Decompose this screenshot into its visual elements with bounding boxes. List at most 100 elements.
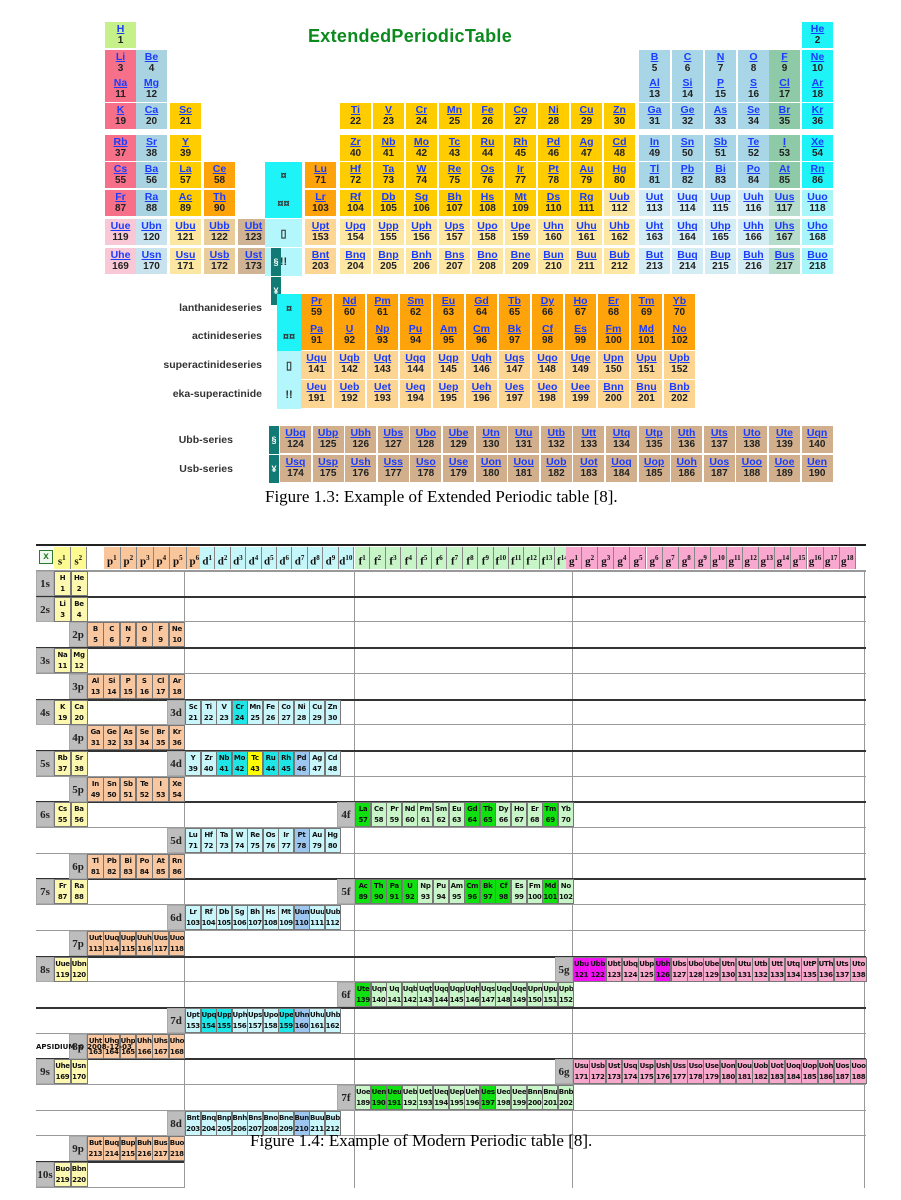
- element-cell[interactable]: Uuo 118: [802, 190, 834, 217]
- element-cell[interactable]: Db 105: [373, 190, 405, 217]
- element-cell[interactable]: Buo 218: [802, 248, 834, 275]
- element-symbol-link[interactable]: Pr: [310, 295, 323, 307]
- element-symbol-link[interactable]: Ge: [680, 104, 695, 116]
- element-symbol-link[interactable]: Be: [144, 51, 159, 63]
- element-cell[interactable]: Au 79: [571, 162, 603, 189]
- element-symbol-link[interactable]: Bnh: [411, 249, 432, 261]
- element-cell[interactable]: Uuh 116: [738, 190, 770, 217]
- element-cell[interactable]: Ues 197: [499, 380, 531, 409]
- element-cell[interactable]: Utu 131: [508, 426, 541, 454]
- element-symbol-link[interactable]: Pd: [546, 136, 561, 148]
- element-cell[interactable]: Buh 216: [738, 248, 770, 275]
- element-cell[interactable]: Bi 83: [705, 162, 737, 189]
- element-cell[interactable]: Ubq 124: [280, 426, 312, 454]
- element-cell[interactable]: Pa 91: [301, 322, 333, 351]
- element-symbol-link[interactable]: Uos: [709, 456, 730, 468]
- element-symbol-link[interactable]: Ubs: [383, 427, 404, 439]
- element-symbol-link[interactable]: Cd: [612, 136, 627, 148]
- element-cell[interactable]: Uhp 165: [705, 219, 737, 246]
- element-symbol-link[interactable]: Ubp: [317, 427, 339, 439]
- element-cell[interactable]: Uqh 146: [466, 351, 498, 380]
- element-cell[interactable]: Ho 67: [565, 294, 597, 323]
- element-symbol-link[interactable]: Usn: [141, 249, 162, 261]
- element-cell[interactable]: Bne 209: [505, 248, 537, 275]
- element-cell[interactable]: Mg 12: [136, 76, 168, 103]
- element-cell[interactable]: Bns 207: [439, 248, 471, 275]
- element-symbol-link[interactable]: Fe: [481, 104, 494, 116]
- element-symbol-link[interactable]: Zr: [350, 136, 361, 148]
- element-symbol-link[interactable]: Rf: [349, 191, 362, 203]
- element-cell[interactable]: Uob 182: [540, 455, 573, 483]
- element-symbol-link[interactable]: Uhe: [110, 249, 131, 261]
- element-cell[interactable]: Fe 26: [472, 103, 504, 130]
- element-symbol-link[interactable]: Utt: [581, 427, 597, 439]
- element-symbol-link[interactable]: Ubo: [415, 427, 437, 439]
- element-cell[interactable]: Uue 119: [105, 219, 137, 246]
- element-symbol-link[interactable]: Bns: [444, 249, 465, 261]
- element-cell[interactable]: In 49: [639, 135, 671, 162]
- element-cell[interactable]: Rf 104: [340, 190, 372, 217]
- element-symbol-link[interactable]: Uhb: [609, 220, 630, 232]
- element-cell[interactable]: Ueh 196: [466, 380, 498, 409]
- element-cell[interactable]: Lu 71: [305, 162, 337, 189]
- element-symbol-link[interactable]: Uhu: [576, 220, 597, 232]
- element-symbol-link[interactable]: Usq: [285, 456, 306, 468]
- element-cell[interactable]: Uoo 188: [736, 455, 769, 483]
- element-symbol-link[interactable]: Upp: [378, 220, 399, 232]
- element-cell[interactable]: Ca 20: [136, 103, 168, 130]
- element-cell[interactable]: Nb 41: [373, 135, 405, 162]
- element-cell[interactable]: Uqn 140: [801, 426, 834, 454]
- element-symbol-link[interactable]: K: [116, 104, 125, 116]
- element-cell[interactable]: Bup 215: [705, 248, 737, 275]
- element-symbol-link[interactable]: Ta: [382, 163, 395, 175]
- element-symbol-link[interactable]: Ir: [516, 163, 524, 175]
- element-symbol-link[interactable]: Bub: [609, 249, 630, 261]
- element-cell[interactable]: Bnu 201: [631, 380, 663, 409]
- element-symbol-link[interactable]: Bnq: [345, 249, 366, 261]
- element-symbol-link[interactable]: Uht: [645, 220, 664, 232]
- element-cell[interactable]: Usq 174: [280, 455, 312, 483]
- element-symbol-link[interactable]: Buu: [576, 249, 597, 261]
- element-symbol-link[interactable]: Uus: [774, 191, 795, 203]
- element-symbol-link[interactable]: Uuo: [807, 191, 828, 203]
- element-cell[interactable]: Uet 193: [367, 380, 399, 409]
- element-symbol-link[interactable]: Rb: [113, 136, 128, 148]
- element-cell[interactable]: As 33: [705, 103, 737, 130]
- element-cell[interactable]: Uon 180: [475, 455, 508, 483]
- element-cell[interactable]: Sb 51: [705, 135, 737, 162]
- element-symbol-link[interactable]: Kr: [811, 104, 824, 116]
- element-cell[interactable]: Bub 212: [604, 248, 636, 275]
- element-symbol-link[interactable]: Uhq: [677, 220, 698, 232]
- element-symbol-link[interactable]: Uen: [807, 456, 828, 468]
- element-symbol-link[interactable]: Uqt: [373, 352, 392, 364]
- element-cell[interactable]: Uss 177: [377, 455, 410, 483]
- element-cell[interactable]: Ubt 123: [238, 219, 270, 246]
- element-symbol-link[interactable]: Bne: [510, 249, 531, 261]
- element-cell[interactable]: Bnq 204: [340, 248, 372, 275]
- element-symbol-link[interactable]: Ube: [448, 427, 469, 439]
- element-cell[interactable]: Pt 78: [538, 162, 570, 189]
- element-symbol-link[interactable]: Ti: [350, 104, 361, 116]
- element-symbol-link[interactable]: Ni: [548, 104, 559, 116]
- element-symbol-link[interactable]: Usu: [175, 249, 196, 261]
- element-symbol-link[interactable]: Eu: [441, 295, 456, 307]
- element-cell[interactable]: Cu 29: [571, 103, 603, 130]
- element-symbol-link[interactable]: V: [384, 104, 392, 116]
- element-cell[interactable]: U 92: [334, 322, 366, 351]
- element-symbol-link[interactable]: Ru: [480, 136, 495, 148]
- element-cell[interactable]: No 102: [664, 322, 696, 351]
- element-cell[interactable]: Pr 59: [301, 294, 333, 323]
- element-cell[interactable]: V 23: [373, 103, 405, 130]
- element-cell[interactable]: Uso 178: [410, 455, 443, 483]
- element-symbol-link[interactable]: Ubq: [285, 427, 306, 439]
- element-cell[interactable]: Usu 171: [170, 248, 202, 275]
- element-cell[interactable]: Rh 45: [505, 135, 537, 162]
- element-cell[interactable]: Lr 103: [305, 190, 337, 217]
- element-cell[interactable]: Upo 158: [472, 219, 504, 246]
- element-cell[interactable]: Ag 47: [571, 135, 603, 162]
- element-symbol-link[interactable]: Ubn: [141, 220, 162, 232]
- element-symbol-link[interactable]: Br: [778, 104, 791, 116]
- element-cell[interactable]: Mt 109: [505, 190, 537, 217]
- element-cell[interactable]: Upp 155: [373, 219, 405, 246]
- element-cell[interactable]: Mo 42: [406, 135, 438, 162]
